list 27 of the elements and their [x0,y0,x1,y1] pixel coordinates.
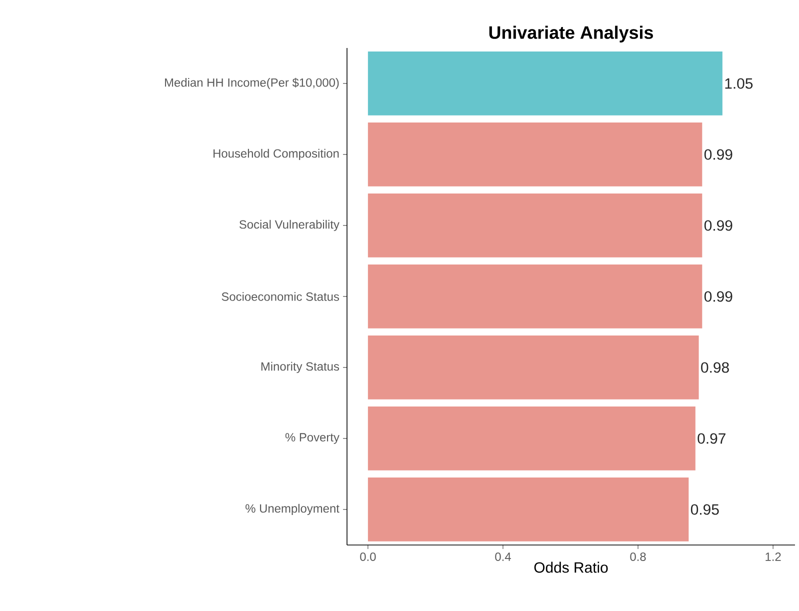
x-tick-label: 0.4 [495,552,511,561]
data-label: 0.99 [704,291,732,302]
bar [368,478,689,542]
y-tick-label: % Poverty [285,433,340,444]
x-tick-label: 0.8 [630,552,646,561]
data-label: 0.97 [698,433,726,444]
bar [368,406,696,470]
data-label: 1.05 [725,78,753,89]
x-tick-label: 1.2 [766,552,781,561]
data-label: 0.95 [690,504,719,515]
y-tick-label: Minority Status [261,362,340,374]
data-label: 0.99 [704,220,732,231]
x-tick-label: 0.0 [360,552,376,561]
bar [368,52,722,116]
chart-title: Univariate Analysis [489,26,653,42]
x-axis-title: Odds Ratio [534,562,608,573]
bar [368,264,702,328]
y-tick-label: Household Composition [214,148,339,160]
y-tick-label: % Unemployment [246,504,340,516]
bar [368,194,702,258]
data-label: 0.99 [704,149,732,160]
bar [368,122,702,186]
bar [368,336,699,400]
data-label: 0.98 [701,362,729,373]
y-tick-label: Socioeconomic Status [222,292,340,301]
y-tick-label: Median HH Income(Per $10,000) [165,78,339,90]
y-tick-label: Social Vulnerability [239,220,340,232]
